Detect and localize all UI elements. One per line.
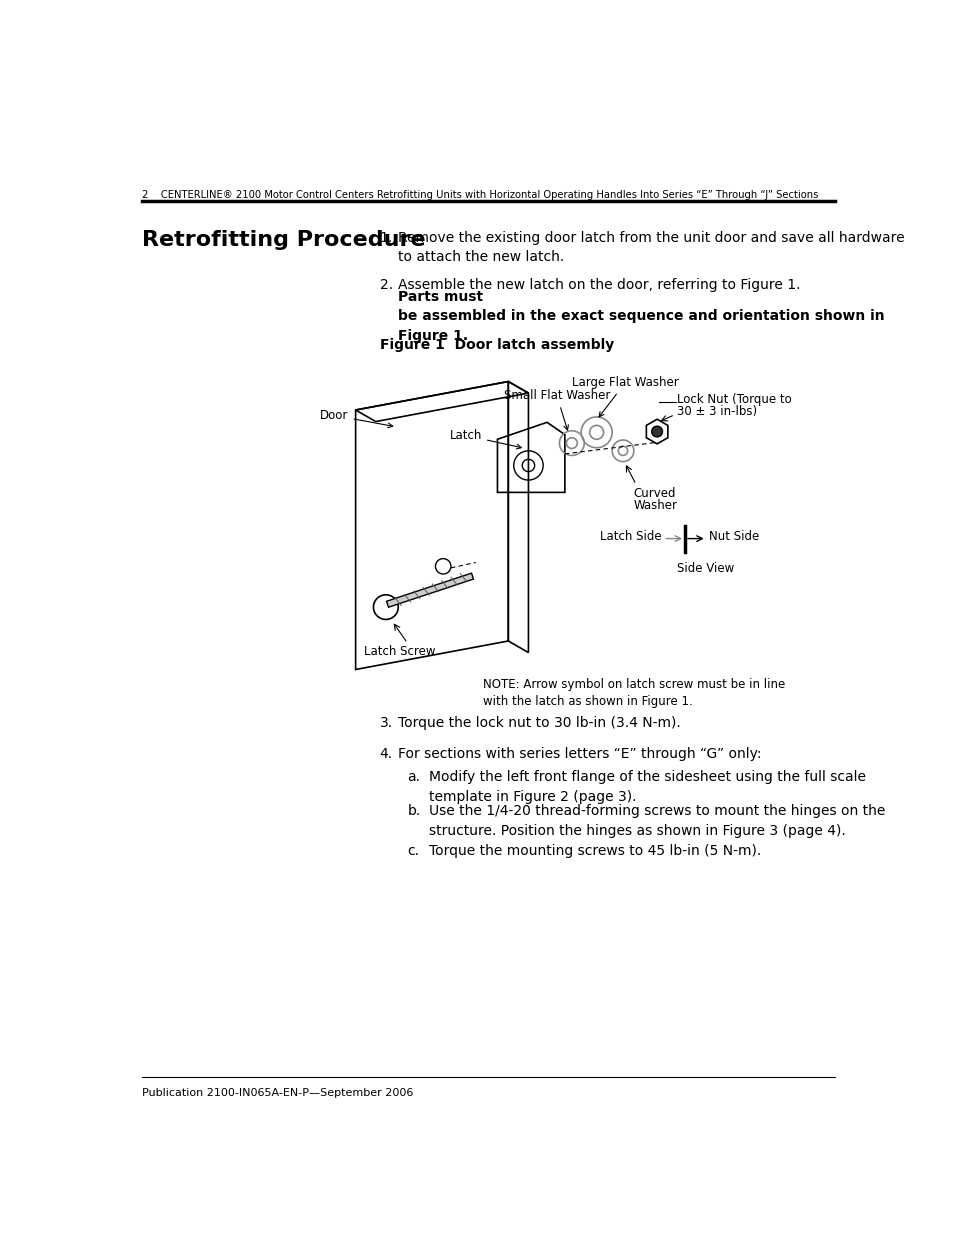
Text: Lock Nut (Torque to: Lock Nut (Torque to (677, 393, 791, 406)
Text: Remove the existing door latch from the unit door and save all hardware
to attac: Remove the existing door latch from the … (397, 231, 904, 264)
Text: Washer: Washer (633, 499, 678, 511)
Text: Publication 2100-IN065A-EN-P—September 2006: Publication 2100-IN065A-EN-P—September 2… (142, 1088, 414, 1098)
Text: 1.: 1. (379, 231, 393, 245)
Text: c.: c. (407, 844, 419, 857)
Circle shape (651, 426, 661, 437)
Text: 3.: 3. (379, 716, 393, 730)
Text: 30 ± 3 in-lbs): 30 ± 3 in-lbs) (677, 405, 757, 419)
Text: 4.: 4. (379, 747, 393, 761)
Text: Small Flat Washer: Small Flat Washer (503, 389, 609, 430)
Text: Latch Screw: Latch Screw (364, 645, 436, 658)
Text: Nut Side: Nut Side (708, 530, 759, 542)
Text: Door: Door (320, 409, 393, 427)
Text: Side View: Side View (677, 562, 734, 576)
Text: Large Flat Washer: Large Flat Washer (571, 377, 678, 417)
Text: b.: b. (407, 804, 420, 819)
Text: Torque the mounting screws to 45 lb-in (5 N-m).: Torque the mounting screws to 45 lb-in (… (429, 844, 760, 857)
Text: NOTE: Arrow symbol on latch screw must be in line
with the latch as shown in Fig: NOTE: Arrow symbol on latch screw must b… (483, 678, 785, 708)
Text: Retrofitting Procedure: Retrofitting Procedure (142, 230, 426, 249)
Text: 2    CENTERLINE® 2100 Motor Control Centers Retrofitting Units with Horizontal O: 2 CENTERLINE® 2100 Motor Control Centers… (142, 190, 818, 200)
Text: 2.: 2. (379, 278, 393, 291)
Text: a.: a. (407, 771, 420, 784)
Text: Modify the left front flange of the sidesheet using the full scale
template in F: Modify the left front flange of the side… (429, 771, 865, 804)
Text: For sections with series letters “E” through “G” only:: For sections with series letters “E” thr… (397, 747, 760, 761)
Text: Parts must
be assembled in the exact sequence and orientation shown in
Figure 1.: Parts must be assembled in the exact seq… (397, 290, 884, 343)
Text: Curved: Curved (633, 487, 676, 500)
Text: Latch: Latch (449, 429, 521, 450)
Text: Torque the lock nut to 30 lb-in (3.4 N-m).: Torque the lock nut to 30 lb-in (3.4 N-m… (397, 716, 680, 730)
Text: Assemble the new latch on the door, referring to Figure 1.: Assemble the new latch on the door, refe… (397, 278, 804, 291)
Text: Latch Side: Latch Side (599, 530, 661, 542)
Text: Use the 1/4-20 thread-forming screws to mount the hinges on the
structure. Posit: Use the 1/4-20 thread-forming screws to … (429, 804, 884, 837)
Text: Figure 1  Door latch assembly: Figure 1 Door latch assembly (379, 337, 614, 352)
